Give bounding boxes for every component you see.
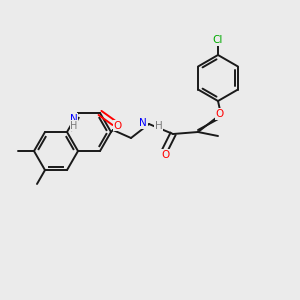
Text: Cl: Cl: [213, 35, 223, 45]
Text: H: H: [70, 121, 78, 131]
Text: O: O: [161, 150, 169, 160]
Text: O: O: [216, 109, 224, 119]
Text: H: H: [155, 121, 163, 131]
Text: N: N: [70, 114, 78, 124]
Text: N: N: [139, 118, 147, 128]
Text: O: O: [114, 121, 122, 131]
